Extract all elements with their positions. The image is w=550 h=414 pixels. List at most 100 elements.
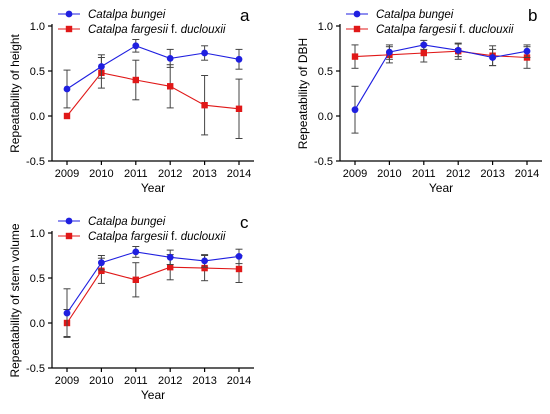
x-tick-label: 2013 <box>192 168 216 180</box>
data-point <box>489 54 496 61</box>
legend-marker <box>353 25 361 33</box>
data-point <box>235 55 243 63</box>
y-axis-title: Repeatability of DBH <box>296 38 310 149</box>
panel-letter: b <box>528 6 537 25</box>
y-axis-title: Repeatability of stem volume <box>8 223 22 377</box>
x-tick-label: 2014 <box>227 375 251 387</box>
data-point <box>167 264 174 271</box>
x-tick-label: 2010 <box>89 168 113 180</box>
data-point <box>351 53 359 60</box>
legend-marker <box>65 25 73 33</box>
data-point <box>201 49 209 57</box>
legend-marker <box>65 10 73 18</box>
y-tick-label: 0.0 <box>30 318 45 330</box>
data-point <box>235 265 243 273</box>
data-point <box>167 83 174 90</box>
y-tick-label: 1.0 <box>318 21 333 33</box>
x-tick-label: 2009 <box>55 168 79 180</box>
data-point <box>420 49 427 57</box>
y-tick-label: 0.5 <box>30 66 45 78</box>
legend-label: Catalpa bungei <box>88 9 166 21</box>
data-point <box>386 48 393 56</box>
data-point <box>235 253 243 260</box>
y-tick-label: 0.5 <box>318 66 333 78</box>
y-tick-label: -0.5 <box>26 156 45 168</box>
y-tick-label: -0.5 <box>26 363 45 375</box>
data-point <box>132 276 139 283</box>
x-tick-label: 2011 <box>412 168 436 180</box>
legend: Catalpa bungei Catalpa fargesii f. duclou… <box>58 216 226 243</box>
legend-label: Catalpa bungei <box>88 216 166 228</box>
y-tick-label: -0.5 <box>314 156 333 168</box>
x-tick-label: 2009 <box>55 375 79 387</box>
x-tick-label: 2012 <box>158 375 182 387</box>
data-point <box>132 42 140 50</box>
x-tick-label: 2014 <box>227 168 251 180</box>
data-point <box>98 259 105 267</box>
legend-marker <box>65 217 73 225</box>
series <box>63 254 243 337</box>
panel-c: -0.5 0.0 0.5 1.0 2009 2010 2011 2012 2013 2014 Yea… <box>8 213 254 402</box>
data-point <box>523 47 531 55</box>
data-point <box>132 76 139 84</box>
legend-label: Catalpa fargesii f. duclouxii <box>376 24 514 36</box>
x-axis-title: Year <box>429 181 453 195</box>
x-tick-label: 2011 <box>124 375 148 387</box>
x-tick-label: 2010 <box>377 168 401 180</box>
data-point <box>98 267 105 274</box>
data-point <box>166 55 174 62</box>
x-tick-label: 2012 <box>446 168 470 180</box>
legend-label: Catalpa fargesii f. duclouxii <box>88 24 226 36</box>
x-axis-title: Year <box>141 388 165 402</box>
series-line <box>66 266 240 324</box>
x-tick-label: 2011 <box>124 168 148 180</box>
series <box>63 39 243 109</box>
legend-marker <box>65 232 73 240</box>
y-tick-label: 0.0 <box>318 111 333 123</box>
data-point <box>201 264 208 272</box>
series <box>351 39 531 134</box>
y-tick-label: 0.5 <box>30 273 45 285</box>
panel-letter: a <box>240 6 250 25</box>
y-tick-label: 1.0 <box>30 228 45 240</box>
series-line <box>66 45 240 90</box>
x-tick-label: 2009 <box>343 168 367 180</box>
data-point <box>166 253 174 261</box>
y-tick-label: 1.0 <box>30 21 45 33</box>
series-line <box>354 44 528 110</box>
data-point <box>201 102 208 109</box>
legend-label: Catalpa fargesii f. duclouxii <box>88 231 226 243</box>
data-point <box>235 105 243 112</box>
panel-b: -0.5 0.0 0.5 1.0 2009 2010 2011 2012 2013 2014 Yea… <box>296 6 542 195</box>
x-tick-label: 2010 <box>89 375 113 387</box>
series <box>63 246 243 338</box>
data-point <box>98 63 105 70</box>
y-tick-label: 0.0 <box>30 111 45 123</box>
series-line <box>66 72 240 117</box>
x-axis-title: Year <box>141 181 165 195</box>
legend: Catalpa bungei Catalpa fargesii f. duclou… <box>346 9 514 36</box>
legend-label: Catalpa bungei <box>376 9 454 21</box>
data-point <box>63 112 71 120</box>
x-tick-label: 2012 <box>158 168 182 180</box>
series-line <box>354 50 528 59</box>
series <box>63 57 243 139</box>
x-tick-label: 2013 <box>192 375 216 387</box>
data-point <box>420 41 428 49</box>
y-axis-title: Repeatability of height <box>8 33 22 152</box>
data-point <box>201 257 209 265</box>
x-tick-label: 2013 <box>480 168 504 180</box>
x-tick-label: 2014 <box>515 168 539 180</box>
legend-marker <box>353 10 361 18</box>
data-point <box>63 309 71 317</box>
data-point <box>454 46 462 54</box>
data-point <box>63 85 71 93</box>
series-line <box>66 251 240 314</box>
panel-letter: c <box>240 213 249 232</box>
panel-a: -0.5 0.0 0.5 1.0 2009 2010 2011 2012 2013 2014 Yea… <box>8 6 254 195</box>
data-point <box>351 106 359 114</box>
legend: Catalpa bungei Catalpa fargesii f. duclou… <box>58 9 226 36</box>
data-point <box>132 248 140 256</box>
